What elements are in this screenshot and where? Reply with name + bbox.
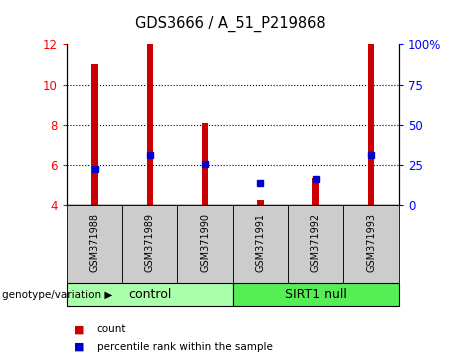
Bar (368, 44, 374, 205)
Bar (202, 123, 208, 205)
Bar (288, 205, 343, 283)
Bar (147, 44, 153, 205)
Text: SIRT1 null: SIRT1 null (285, 288, 347, 301)
Bar (233, 205, 288, 283)
Bar (91, 64, 98, 205)
Text: count: count (97, 324, 126, 334)
Bar (343, 205, 399, 283)
Bar (233, 283, 399, 306)
Text: GDS3666 / A_51_P219868: GDS3666 / A_51_P219868 (135, 16, 326, 32)
Text: GSM371992: GSM371992 (311, 213, 321, 272)
Bar (122, 205, 177, 283)
Bar (67, 283, 233, 306)
Text: ■: ■ (74, 342, 84, 352)
Bar (257, 200, 264, 205)
Text: GSM371990: GSM371990 (200, 213, 210, 272)
Text: GSM371989: GSM371989 (145, 213, 155, 272)
Bar (67, 205, 122, 283)
Text: GSM371993: GSM371993 (366, 213, 376, 272)
Text: GSM371991: GSM371991 (255, 213, 266, 272)
Bar (313, 178, 319, 205)
Bar (177, 205, 233, 283)
Text: GSM371988: GSM371988 (89, 213, 100, 272)
Text: percentile rank within the sample: percentile rank within the sample (97, 342, 273, 352)
Text: genotype/variation ▶: genotype/variation ▶ (2, 290, 112, 300)
Text: control: control (128, 288, 171, 301)
Text: ■: ■ (74, 324, 84, 334)
